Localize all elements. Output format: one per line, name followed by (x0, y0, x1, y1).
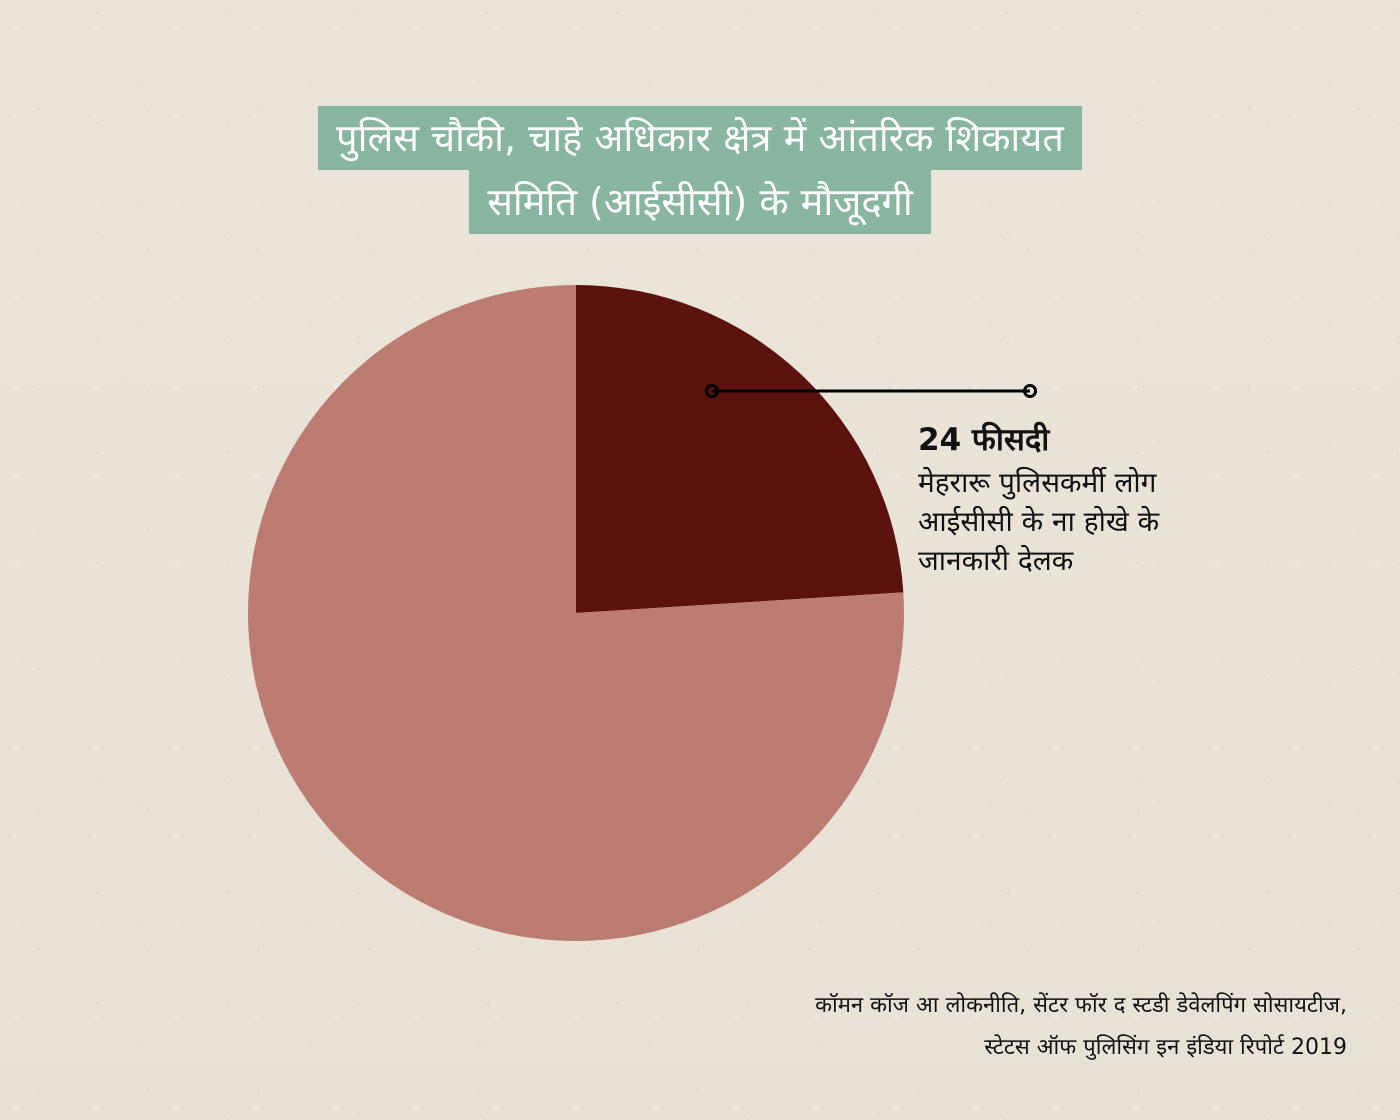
annotation-value: 24 फीसदी (918, 422, 1050, 458)
chart-title: पुलिस चौकी, चाहे अधिकार क्षेत्र में आंतर… (0, 106, 1400, 234)
source-line-2: स्टेटस ऑफ पुलिसिंग इन इंडिया रिपोर्ट 201… (984, 1035, 1347, 1060)
pie-slices (247, 285, 905, 941)
remaining-pie-slice (247, 285, 905, 941)
source-note: कॉमन कॉज आ लोकनीति, सेंटर फॉर द स्टडी डे… (587, 985, 1347, 1069)
callout-start-marker (705, 384, 719, 398)
highlighted-slice-annotation: 24 फीसदी मेहरारू पुलिसकर्मी लोग आईसीसी क… (918, 420, 1198, 580)
callout-end-marker (1023, 384, 1037, 398)
title-line-2: समिति (आईसीसी) के मौजूदगी (469, 170, 931, 234)
annotation-description: मेहरारू पुलिसकर्मी लोग आईसीसी के ना होखे… (918, 466, 1160, 577)
callout-line-group (705, 384, 1037, 398)
title-line-1: पुलिस चौकी, चाहे अधिकार क्षेत्र में आंतर… (318, 106, 1082, 170)
highlighted-pie-slice (576, 285, 904, 613)
source-line-1: कॉमन कॉज आ लोकनीति, सेंटर फॉर द स्टडी डे… (815, 993, 1347, 1018)
